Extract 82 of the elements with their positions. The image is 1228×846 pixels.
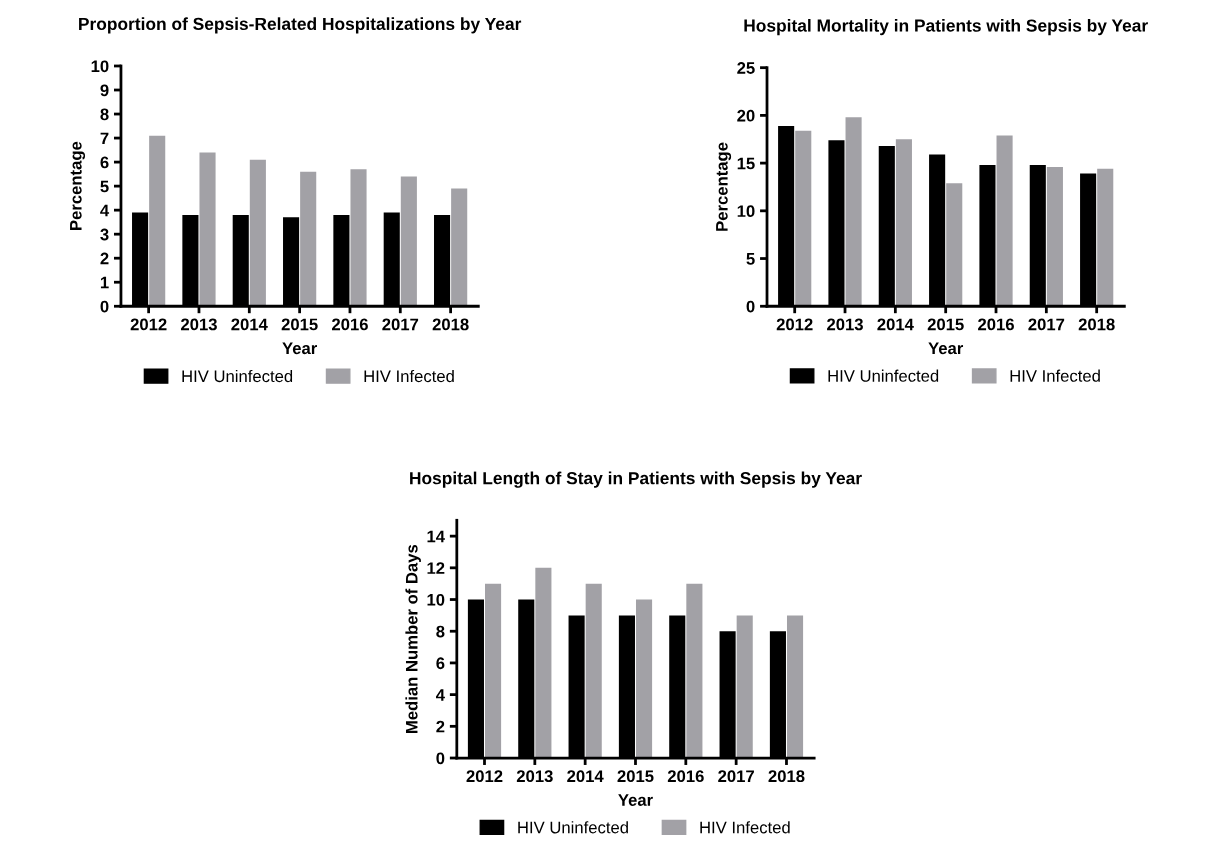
- x-tick-label: 2016: [978, 318, 1014, 331]
- chart-title: Hospital Length of Stay in Patients with Sepsis by Year: [410, 471, 862, 488]
- bar: [635, 599, 653, 759]
- bar: [535, 567, 552, 759]
- x-tick-label: 2016: [667, 770, 704, 783]
- bar: [686, 583, 703, 759]
- y-tick-label: 0: [436, 752, 445, 765]
- y-tick-label: 3: [100, 228, 109, 241]
- bar: [585, 583, 602, 759]
- x-tick-label: 2013: [181, 318, 217, 331]
- bar: [350, 169, 367, 307]
- y-tick-label: 7: [100, 132, 109, 145]
- bar: [946, 183, 963, 307]
- bar: [895, 139, 912, 307]
- y-tick-label: 10: [427, 593, 445, 606]
- x-tick-label: 2013: [827, 318, 863, 331]
- bar: [300, 171, 317, 307]
- y-tick-label: 10: [737, 205, 755, 218]
- x-tick-label: 2015: [617, 770, 654, 783]
- y-axis-title: Percentage: [70, 141, 86, 230]
- bar: [786, 615, 804, 759]
- x-tick-label: 2014: [877, 318, 914, 331]
- y-tick-label: 5: [746, 253, 755, 265]
- bar: [400, 176, 417, 307]
- x-tick-label: 2018: [768, 770, 805, 783]
- bar: [149, 135, 166, 307]
- y-tick-label: 8: [100, 108, 109, 121]
- y-tick-label: 5: [100, 180, 109, 193]
- y-tick-label: 14: [427, 530, 445, 543]
- chart-title: Hospital Mortality in Patients with Sepsis by Year: [744, 18, 1148, 36]
- bar: [795, 130, 812, 307]
- x-tick-label: 2017: [382, 318, 419, 331]
- bar: [199, 152, 216, 307]
- x-tick-label: 2018: [432, 318, 469, 331]
- y-tick-label: 0: [746, 300, 755, 313]
- x-tick-label: 2012: [130, 318, 167, 331]
- bar: [996, 135, 1013, 307]
- x-tick-label: 2018: [1078, 318, 1115, 331]
- x-tick-label: 2017: [718, 770, 754, 783]
- bar: [1046, 166, 1063, 307]
- bar: [451, 188, 468, 307]
- x-tick-label: 2013: [516, 770, 553, 783]
- y-tick-label: 10: [91, 60, 109, 73]
- legend-label: HIV Infected: [364, 369, 454, 383]
- bar: [1097, 168, 1114, 307]
- y-tick-label: 25: [737, 62, 755, 74]
- bar: [736, 615, 753, 759]
- y-tick-label: 0: [100, 300, 109, 313]
- y-tick-label: 2: [100, 252, 109, 265]
- y-tick-label: 12: [427, 562, 445, 574]
- y-tick-label: 4: [100, 204, 110, 217]
- y-tick-label: 1: [100, 276, 109, 289]
- x-tick-label: 2012: [776, 318, 813, 331]
- y-tick-label: 6: [100, 156, 109, 169]
- bar: [249, 159, 266, 307]
- x-axis-title: Year: [282, 342, 317, 355]
- legend-label: HIV Uninfected: [182, 369, 293, 383]
- legend-label: HIV Uninfected: [828, 369, 939, 382]
- y-tick-label: 6: [436, 657, 445, 670]
- x-axis-title: Year: [928, 342, 964, 355]
- y-tick-label: 4: [435, 689, 445, 701]
- legend-label: HIV Uninfected: [518, 821, 628, 834]
- x-tick-label: 2015: [927, 318, 964, 331]
- y-tick-label: 9: [100, 84, 109, 97]
- x-tick-label: 2014: [231, 318, 268, 331]
- y-tick-label: 20: [737, 109, 755, 122]
- chart-title: Proportion of Sepsis-Related Hospitalizations by Year: [79, 17, 522, 34]
- legend-label: HIV Infected: [1010, 369, 1100, 382]
- y-tick-label: 15: [737, 157, 755, 170]
- legend-label: HIV Infected: [700, 821, 790, 834]
- x-tick-label: 2015: [281, 318, 318, 331]
- x-tick-label: 2014: [567, 770, 604, 783]
- bar: [485, 583, 502, 759]
- y-tick-label: 8: [436, 625, 445, 638]
- bar: [845, 117, 862, 307]
- x-tick-label: 2017: [1028, 318, 1065, 331]
- x-tick-label: 2016: [332, 318, 368, 331]
- y-axis-title: Median Number of Days: [405, 544, 421, 733]
- y-axis-title: Percentage: [716, 142, 732, 231]
- x-axis-title: Year: [618, 794, 653, 806]
- y-tick-label: 2: [436, 720, 445, 733]
- x-tick-label: 2012: [466, 770, 503, 783]
